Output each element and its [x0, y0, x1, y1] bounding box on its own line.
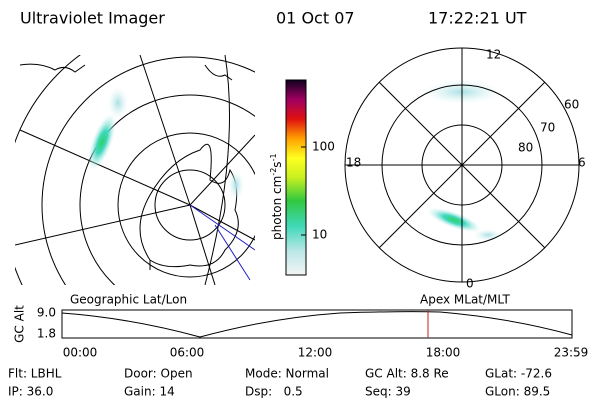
status-field: Flt: LBHL [8, 367, 62, 381]
label-part: s [270, 161, 284, 167]
mlat-label: 60 [564, 98, 579, 112]
x-tick-label: 06:00 [170, 346, 205, 360]
status-field: Mode: Normal [245, 367, 329, 381]
label-part: photon cm [270, 176, 284, 240]
altitude-frame [61, 309, 573, 339]
mlt-label: 12 [486, 48, 501, 62]
status-field: Door: Open [124, 367, 193, 381]
status-field: Seq: 39 [365, 385, 411, 399]
label-part: -2 [269, 168, 278, 176]
colorbar-label: photon cm-2s-1 [269, 153, 284, 240]
date: 01 Oct 07 [276, 9, 355, 28]
status-field: Gain: 14 [124, 385, 175, 399]
x-tick-label: 12:00 [298, 346, 333, 360]
geo-map [15, 55, 255, 285]
instrument: Ultraviolet Imager [20, 9, 165, 28]
altitude-left-label: Geographic Lat/Lon [70, 293, 187, 307]
mlt-label: 6 [578, 156, 586, 170]
altitude-right-label: Apex MLat/MLT [420, 293, 510, 307]
mlat-label: 70 [540, 121, 555, 135]
status-field: Dsp: 0.5 [245, 385, 303, 399]
colorbar-tick: 10 [312, 228, 327, 242]
y-tick-label: 1.8 [37, 327, 56, 341]
polar-map [344, 47, 580, 283]
time: 17:22:21 UT [428, 9, 527, 28]
label-part: -1 [269, 153, 278, 161]
status-field: GLon: 89.5 [485, 385, 550, 399]
mlt-label: 18 [346, 156, 361, 170]
colorbar [285, 79, 307, 276]
colorbar-tick: 100 [312, 140, 335, 154]
x-tick-label: 18:00 [426, 346, 461, 360]
altitude-y-label: GC Alt [13, 305, 27, 343]
status-field: GC Alt: 8.8 Re [365, 367, 449, 381]
y-tick-label: 9.0 [37, 306, 56, 320]
altitude-curve [61, 311, 573, 338]
x-tick-label: 23:59 [554, 346, 589, 360]
status-field: IP: 36.0 [8, 385, 53, 399]
status-field: GLat: -72.6 [485, 367, 552, 381]
mlat-label: 80 [518, 141, 533, 155]
x-tick-label: 00:00 [63, 346, 98, 360]
mlt-label: 0 [466, 277, 474, 291]
